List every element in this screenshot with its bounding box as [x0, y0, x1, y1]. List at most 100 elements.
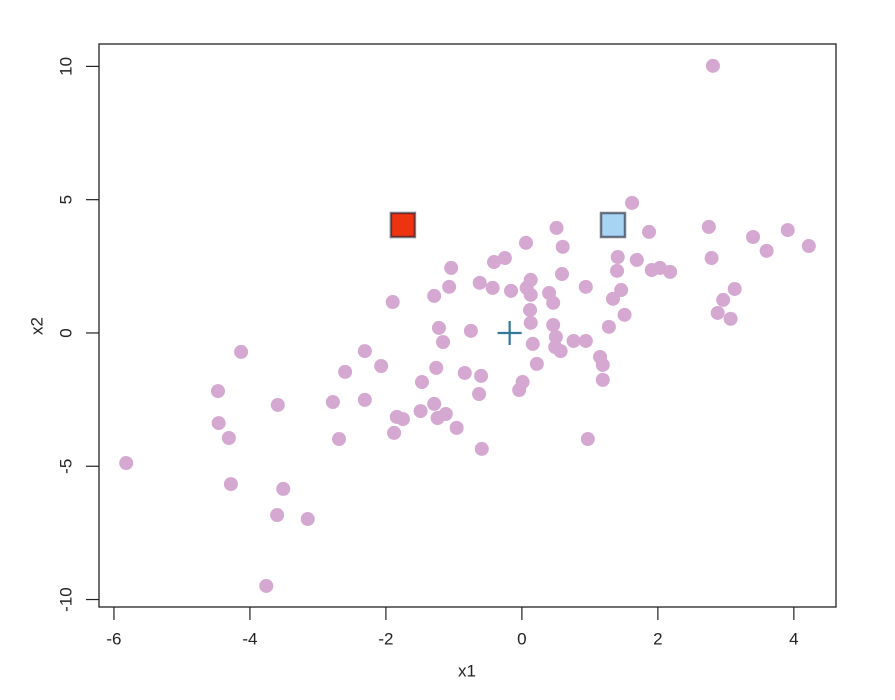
- point: [463, 323, 478, 338]
- point: [710, 305, 725, 320]
- point: [497, 251, 512, 266]
- point: [357, 344, 372, 359]
- point: [605, 291, 620, 306]
- center-marker: [599, 211, 627, 239]
- point: [474, 441, 489, 456]
- y-tick-label: 5: [56, 195, 75, 204]
- point: [325, 395, 340, 410]
- point: [338, 364, 353, 379]
- point: [617, 307, 632, 322]
- point: [801, 239, 816, 254]
- point: [525, 336, 540, 351]
- point: [436, 335, 451, 350]
- point: [385, 295, 400, 310]
- point: [723, 311, 738, 326]
- point: [119, 456, 134, 471]
- point: [595, 357, 610, 372]
- y-tick-label: -5: [56, 459, 75, 474]
- point: [578, 279, 593, 294]
- point: [523, 303, 538, 318]
- point: [457, 365, 472, 380]
- x-tick-label: -6: [106, 629, 121, 648]
- plot-frame: [98, 43, 837, 608]
- point: [211, 416, 226, 431]
- point: [444, 260, 459, 275]
- point: [625, 195, 640, 210]
- point: [716, 292, 731, 307]
- point: [414, 375, 429, 390]
- point: [259, 578, 274, 593]
- point: [629, 252, 644, 267]
- point: [357, 392, 372, 407]
- point: [705, 58, 720, 73]
- point: [553, 344, 568, 359]
- mean-marker: [497, 320, 522, 345]
- point: [548, 329, 563, 344]
- point: [566, 333, 581, 348]
- point: [429, 360, 444, 375]
- point: [413, 404, 428, 419]
- point: [746, 229, 761, 244]
- point: [427, 288, 442, 303]
- point: [431, 320, 446, 335]
- point: [759, 243, 774, 258]
- point: [515, 375, 530, 390]
- point: [472, 387, 487, 402]
- point: [387, 425, 402, 440]
- y-tick-label: 10: [56, 57, 75, 76]
- point: [595, 372, 610, 387]
- point: [523, 315, 538, 330]
- x-tick-label: 2: [653, 629, 662, 648]
- point: [614, 283, 629, 298]
- point: [555, 267, 570, 282]
- point: [210, 384, 225, 399]
- point: [610, 263, 625, 278]
- point: [523, 272, 538, 287]
- point: [523, 287, 538, 302]
- point: [555, 239, 570, 254]
- point: [442, 279, 457, 294]
- point: [504, 283, 519, 298]
- point: [578, 333, 593, 348]
- point: [642, 224, 657, 239]
- y-tick-label: -10: [56, 587, 75, 612]
- point: [601, 319, 616, 334]
- point: [474, 368, 489, 383]
- point: [472, 275, 487, 290]
- y-axis-label: x2: [27, 317, 46, 335]
- point: [485, 280, 500, 295]
- center-marker: [389, 211, 417, 239]
- point: [518, 235, 533, 250]
- point: [332, 432, 347, 447]
- point: [276, 481, 291, 496]
- point: [529, 356, 544, 371]
- point: [221, 430, 236, 445]
- point: [580, 432, 595, 447]
- point: [270, 508, 285, 523]
- point: [780, 223, 795, 238]
- x-tick-label: 4: [789, 629, 798, 648]
- point: [704, 251, 719, 266]
- point: [427, 396, 442, 411]
- x-tick-label: -4: [242, 629, 257, 648]
- point: [449, 420, 464, 435]
- point: [270, 397, 285, 412]
- point: [546, 295, 561, 310]
- point: [234, 344, 249, 359]
- point: [438, 407, 453, 422]
- point: [610, 249, 625, 264]
- x-tick-label: -2: [378, 629, 393, 648]
- point: [374, 359, 389, 374]
- x-axis-label: x1: [458, 661, 476, 680]
- point: [727, 281, 742, 296]
- x-tick-label: 0: [517, 629, 526, 648]
- point: [546, 317, 561, 332]
- point: [487, 255, 502, 270]
- point: [549, 220, 564, 235]
- point: [300, 512, 315, 527]
- point: [223, 477, 238, 492]
- point: [395, 412, 410, 427]
- y-tick-label: 0: [56, 328, 75, 337]
- point: [663, 264, 678, 279]
